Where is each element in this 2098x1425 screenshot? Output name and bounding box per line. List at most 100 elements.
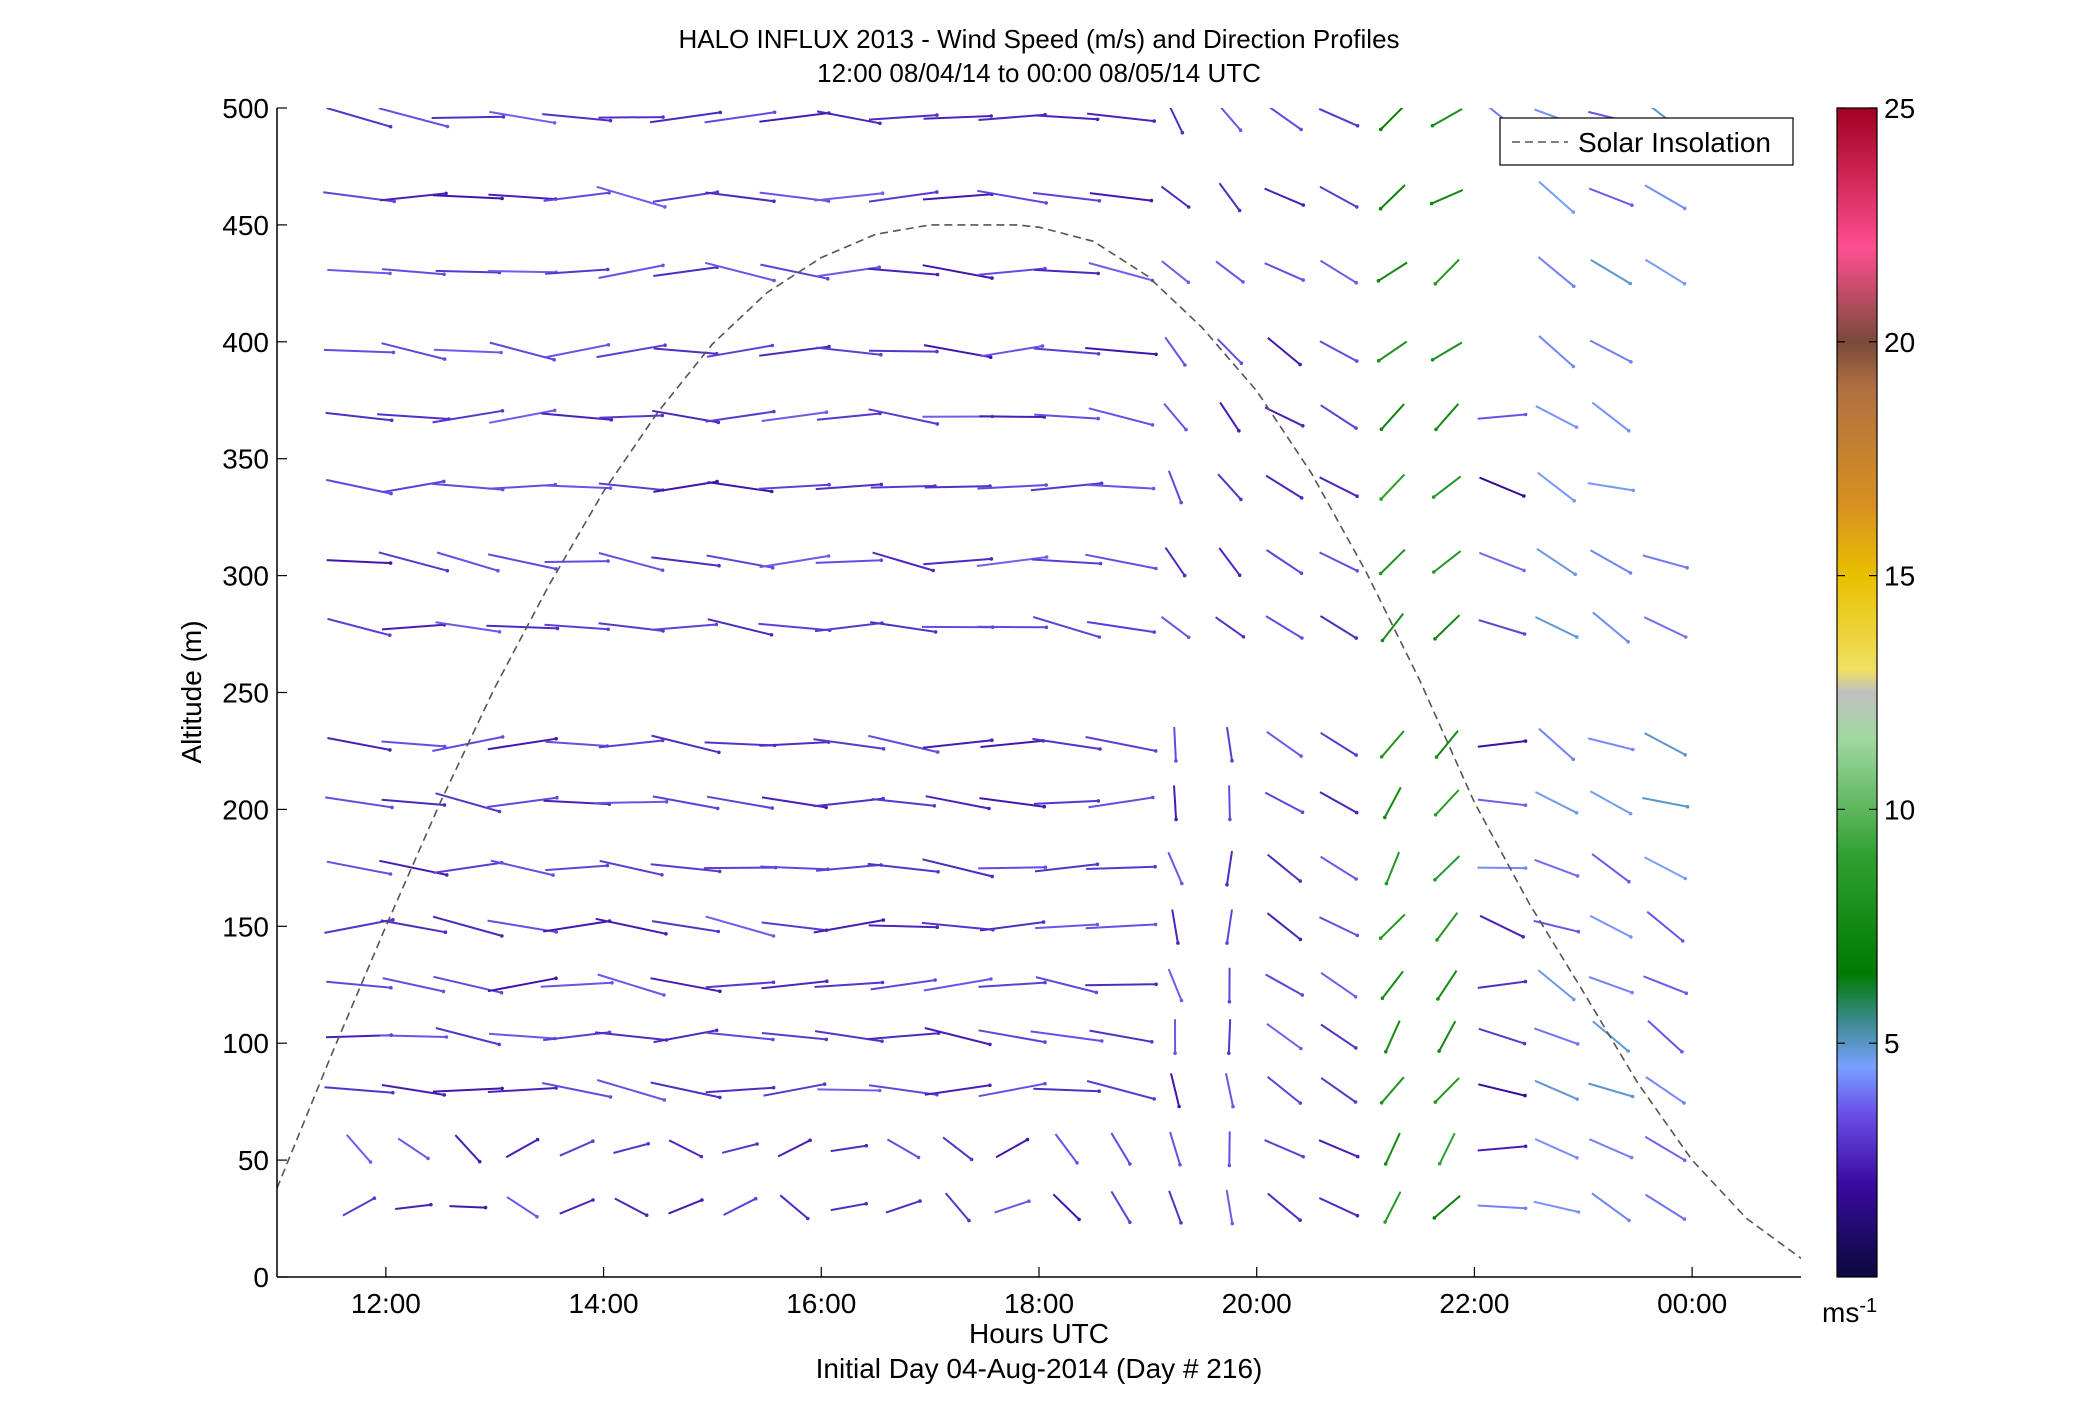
wind-barb-head bbox=[1027, 1199, 1031, 1203]
wind-barb-head bbox=[1685, 804, 1690, 809]
wind-barb bbox=[324, 1086, 393, 1094]
wind-barb bbox=[327, 617, 391, 637]
wind-barb-head bbox=[1097, 199, 1102, 203]
wind-barb-head bbox=[879, 558, 884, 562]
wind-barb-head bbox=[591, 1198, 595, 1202]
wind-barb bbox=[1032, 737, 1101, 750]
wind-barb bbox=[1264, 1139, 1304, 1158]
wind-barb-head bbox=[770, 343, 775, 348]
wind-barb bbox=[395, 1203, 432, 1210]
wind-barb bbox=[1380, 473, 1406, 500]
wind-barb-head bbox=[496, 568, 500, 573]
wind-barb-head bbox=[988, 1083, 992, 1088]
wind-barb-head bbox=[663, 205, 667, 209]
wind-barb-head bbox=[825, 276, 830, 281]
wind-barb bbox=[1590, 549, 1631, 574]
wind-barb bbox=[378, 551, 448, 572]
wind-barb bbox=[1085, 736, 1156, 752]
wind-barb bbox=[1434, 258, 1460, 285]
wind-barb-head bbox=[1225, 941, 1229, 945]
wind-barb bbox=[707, 618, 772, 636]
wind-barb bbox=[1318, 1197, 1358, 1217]
wind-barb-head bbox=[1353, 994, 1358, 999]
wind-barb bbox=[1319, 259, 1357, 284]
wind-barb-head bbox=[1239, 361, 1244, 366]
wind-barb bbox=[1647, 1019, 1683, 1053]
wind-barb-head bbox=[1353, 1100, 1358, 1104]
wind-barb-head bbox=[806, 1216, 810, 1221]
wind-barb bbox=[1218, 182, 1241, 212]
y-tick-label: 0 bbox=[253, 1262, 269, 1293]
wind-barb bbox=[1478, 551, 1525, 572]
wind-barb-head bbox=[770, 489, 774, 494]
wind-barb-head bbox=[1128, 1220, 1132, 1225]
wind-barb bbox=[668, 1199, 703, 1215]
wind-barb-head bbox=[1173, 1051, 1177, 1055]
wind-barb-head bbox=[771, 934, 776, 938]
wind-barb-head bbox=[1522, 632, 1527, 636]
wind-barb-head bbox=[1378, 936, 1383, 940]
wind-barb bbox=[432, 194, 503, 200]
wind-barb-head bbox=[1572, 499, 1577, 503]
wind-barb bbox=[1534, 1079, 1578, 1101]
wind-barb bbox=[1171, 909, 1179, 944]
wind-barb bbox=[1219, 401, 1240, 432]
wind-barb bbox=[923, 115, 992, 120]
wind-barb-head bbox=[1354, 810, 1359, 815]
wind-barb bbox=[1319, 791, 1358, 814]
wind-barb-head bbox=[1355, 1213, 1360, 1218]
wind-barb bbox=[1086, 621, 1155, 634]
wind-barb-head bbox=[1380, 996, 1385, 1000]
wind-barb-head bbox=[1154, 352, 1158, 357]
wind-barb bbox=[1085, 983, 1157, 987]
wind-barb bbox=[777, 1139, 811, 1158]
wind-barb-head bbox=[1150, 1040, 1154, 1044]
wind-barb-head bbox=[1298, 1101, 1303, 1105]
wind-barb bbox=[1318, 1139, 1359, 1158]
wind-barb-head bbox=[1186, 205, 1191, 209]
wind-barb-head bbox=[716, 929, 721, 934]
wind-barb bbox=[1163, 402, 1187, 431]
wind-barb bbox=[598, 739, 663, 749]
colorbar-tick-label: 20 bbox=[1884, 327, 1915, 358]
wind-barb bbox=[870, 979, 936, 991]
wind-barb-head bbox=[1354, 877, 1358, 881]
wind-barb-head bbox=[1179, 500, 1183, 505]
wind-barb-head bbox=[1432, 1216, 1437, 1220]
wind-barb bbox=[922, 739, 992, 749]
wind-barb-head bbox=[1521, 935, 1525, 939]
wind-barb-head bbox=[389, 491, 393, 496]
wind-barb bbox=[980, 345, 1043, 358]
wind-barb-head bbox=[769, 633, 774, 637]
wind-barb bbox=[814, 192, 883, 202]
wind-barb-head bbox=[1429, 201, 1434, 206]
wind-barb-head bbox=[1237, 573, 1242, 577]
wind-barb bbox=[1477, 866, 1526, 870]
wind-barb bbox=[1161, 260, 1190, 284]
wind-barb bbox=[1215, 616, 1244, 638]
wind-barb-head bbox=[1571, 210, 1576, 214]
wind-barb bbox=[1644, 1135, 1686, 1162]
wind-barb bbox=[1226, 909, 1233, 944]
wind-barb-head bbox=[608, 486, 613, 490]
wind-barb bbox=[815, 863, 882, 872]
wind-barb-head bbox=[1152, 1097, 1156, 1101]
wind-barb bbox=[721, 1143, 758, 1154]
wind-barb bbox=[382, 268, 445, 276]
legend: Solar Insolation bbox=[1499, 117, 1794, 166]
wind-barb-head bbox=[1095, 922, 1100, 927]
wind-barb bbox=[653, 1029, 717, 1044]
wind-barb-head bbox=[1575, 1097, 1579, 1101]
wind-barb bbox=[379, 1034, 447, 1038]
wind-barb bbox=[1644, 184, 1686, 210]
wind-barb bbox=[1642, 797, 1688, 808]
wind-barb bbox=[1269, 108, 1302, 131]
wind-barb bbox=[942, 1136, 973, 1161]
wind-barb bbox=[1432, 341, 1463, 361]
wind-barb bbox=[545, 864, 608, 872]
wind-barb bbox=[763, 1083, 825, 1097]
wind-barb-head bbox=[935, 925, 939, 929]
wind-barb-head bbox=[644, 1213, 649, 1217]
wind-barb-head bbox=[1237, 208, 1242, 213]
